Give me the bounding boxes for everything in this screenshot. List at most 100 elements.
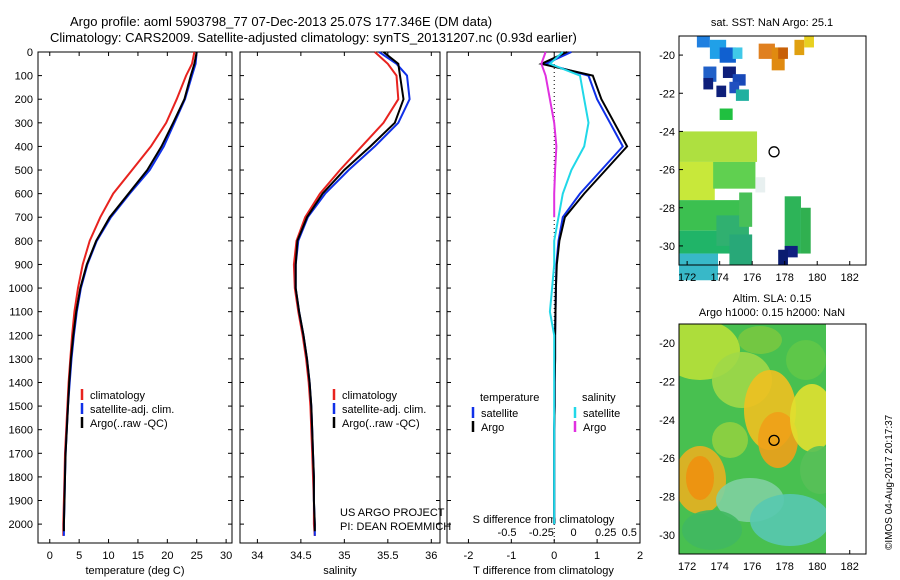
sst-map-cell bbox=[722, 66, 736, 78]
legend-label: satellite-adj. clim. bbox=[342, 404, 426, 416]
depth-tick-label: 500 bbox=[15, 165, 33, 177]
sla-map-title: Altim. SLA: 0.15 bbox=[733, 293, 812, 305]
s-diff-tick-label: -0.5 bbox=[498, 527, 517, 539]
sst-map-cell bbox=[804, 36, 814, 48]
sla-map-ytick-label: -24 bbox=[659, 415, 675, 427]
t-diff-tick-label: -2 bbox=[464, 550, 474, 562]
legend-title-salinity: salinity bbox=[582, 392, 616, 404]
sst-map-ytick-label: -22 bbox=[659, 88, 675, 100]
salinity-profile-xtick-label: 35 bbox=[338, 550, 350, 562]
difference-profile-frame bbox=[446, 51, 641, 544]
argo-location-marker bbox=[768, 146, 780, 158]
sst-map-cell bbox=[758, 43, 775, 59]
sst-map-cell bbox=[778, 249, 788, 265]
temperature-profile-series-line bbox=[62, 51, 198, 532]
sst-map-ytick-label: -24 bbox=[659, 126, 675, 138]
sst-map-cell bbox=[800, 207, 811, 254]
legend-label: satellite-adj. clim. bbox=[90, 404, 174, 416]
sla-blob bbox=[750, 494, 826, 546]
sst-map-cell bbox=[716, 85, 727, 98]
salinity-profile-xtick-label: 34.5 bbox=[290, 550, 311, 562]
sst-map-cell bbox=[794, 39, 805, 56]
sla-map-xtick-label: 178 bbox=[776, 561, 794, 573]
sst-map-cell bbox=[732, 74, 746, 86]
sst-map-cell bbox=[679, 131, 758, 162]
depth-tick-label: 1600 bbox=[9, 425, 33, 437]
difference-profile-series-line bbox=[548, 51, 590, 525]
salinity-profile-frame bbox=[239, 51, 441, 544]
salinity-profile-xtick-label: 35.5 bbox=[377, 550, 398, 562]
figure-title-line1: Argo profile: aoml 5903798_77 07-Dec-201… bbox=[70, 14, 493, 29]
depth-tick-label: 1500 bbox=[9, 401, 33, 413]
figure-title-line2: Climatology: CARS2009. Satellite-adjuste… bbox=[50, 30, 577, 45]
sst-map-ytick-label: -26 bbox=[659, 165, 675, 177]
temperature-profile-axis-label: temperature (deg C) bbox=[85, 565, 184, 577]
depth-tick-label: 1200 bbox=[9, 330, 33, 342]
difference-profile-series-line bbox=[540, 51, 558, 218]
temperature-profile-xtick-label: 15 bbox=[132, 550, 144, 562]
sst-map-cell bbox=[778, 47, 788, 59]
sst-map-cell bbox=[719, 108, 733, 120]
sla-blob bbox=[786, 340, 826, 380]
sst-map-cell bbox=[729, 81, 740, 94]
depth-tick-label: 1800 bbox=[9, 472, 33, 484]
legend-label: Argo bbox=[583, 422, 606, 434]
sla-blob bbox=[738, 326, 782, 354]
sla-map-border bbox=[678, 323, 867, 555]
t-diff-tick-label: -1 bbox=[506, 550, 516, 562]
legend-label: satellite bbox=[583, 408, 620, 420]
sla-blob bbox=[712, 422, 748, 458]
t-diff-tick-label: 1 bbox=[594, 550, 600, 562]
t-diff-tick-label: 2 bbox=[637, 550, 643, 562]
sst-map-xtick-label: 172 bbox=[678, 272, 696, 284]
sla-blob bbox=[800, 446, 826, 494]
sla-map-ytick-label: -20 bbox=[659, 338, 675, 350]
sst-map-xtick-label: 178 bbox=[776, 272, 794, 284]
sst-map-cell bbox=[735, 89, 749, 101]
legend-label: satellite bbox=[481, 408, 518, 420]
sst-map-xtick-label: 182 bbox=[841, 272, 859, 284]
sla-field bbox=[679, 324, 826, 554]
temperature-profile-xtick-label: 25 bbox=[191, 550, 203, 562]
depth-tick-label: 1700 bbox=[9, 448, 33, 460]
sst-map-cell bbox=[679, 161, 715, 201]
sla-map-ytick-label: -30 bbox=[659, 530, 675, 542]
sla-map-xtick-label: 180 bbox=[808, 561, 826, 573]
depth-tick-label: 2000 bbox=[9, 519, 33, 531]
depth-tick-label: 1000 bbox=[9, 283, 33, 295]
sst-map-ytick-label: -28 bbox=[659, 203, 675, 215]
sla-map-ytick-label: -26 bbox=[659, 453, 675, 465]
depth-tick-label: 1900 bbox=[9, 496, 33, 508]
depth-tick-label: 0 bbox=[27, 47, 33, 59]
sst-map-cell bbox=[755, 177, 766, 193]
sst-map-cell bbox=[784, 196, 801, 254]
sla-blob bbox=[682, 510, 742, 550]
temperature-profile-xtick-label: 20 bbox=[161, 550, 173, 562]
legend-label: Argo(..raw -QC) bbox=[90, 418, 168, 430]
sla-map-subtitle: Argo h1000: 0.15 h2000: NaN bbox=[699, 307, 845, 319]
sst-map-ytick-label: -20 bbox=[659, 50, 675, 62]
project-annotation: US ARGO PROJECT bbox=[340, 507, 445, 519]
depth-tick-label: 1100 bbox=[9, 307, 33, 319]
depth-tick-label: 700 bbox=[15, 212, 33, 224]
sst-map-border bbox=[678, 35, 867, 266]
salinity-profile-axis-label: salinity bbox=[323, 565, 357, 577]
legend-label: Argo bbox=[481, 422, 504, 434]
legend-label: climatology bbox=[342, 390, 398, 402]
sst-map-cell bbox=[729, 234, 753, 265]
s-diff-tick-label: -0.25 bbox=[529, 527, 554, 539]
depth-tick-label: 300 bbox=[15, 118, 33, 130]
sla-blob bbox=[758, 412, 798, 468]
sst-map-xtick-label: 174 bbox=[710, 272, 728, 284]
temperature-profile-xtick-label: 30 bbox=[220, 550, 232, 562]
sla-map-xtick-label: 182 bbox=[841, 561, 859, 573]
sla-map-xtick-label: 176 bbox=[743, 561, 761, 573]
temperature-profile-xtick-label: 5 bbox=[76, 550, 82, 562]
sst-map-ytick-label: -30 bbox=[659, 241, 675, 253]
s-diff-axis-label: S difference from climatology bbox=[473, 514, 615, 526]
sst-map-cell bbox=[784, 245, 798, 258]
temperature-profile-frame bbox=[37, 51, 233, 544]
t-diff-tick-label: 0 bbox=[551, 550, 557, 562]
s-diff-tick-label: 0 bbox=[570, 527, 576, 539]
